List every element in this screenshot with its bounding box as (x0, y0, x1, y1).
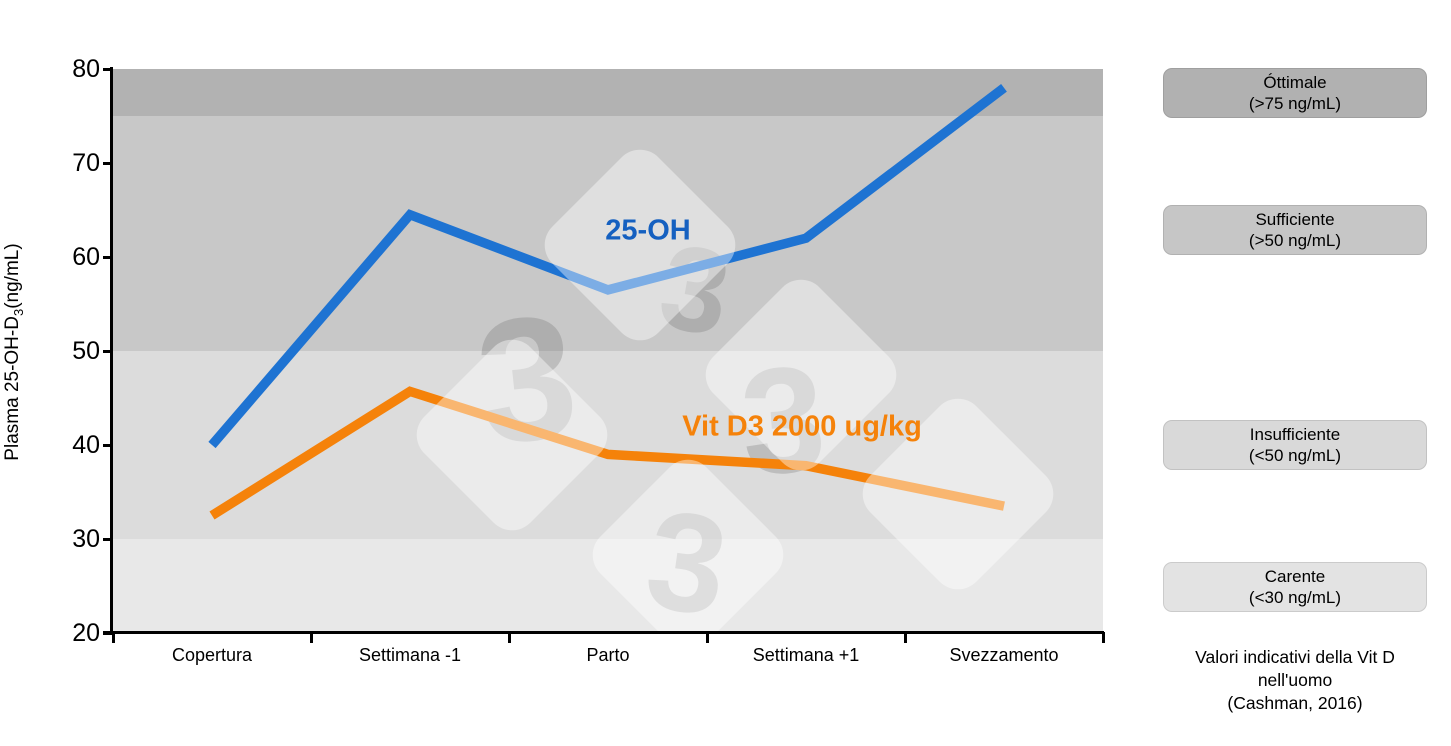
x-tick-mark (507, 632, 511, 643)
x-tick-mark (705, 632, 709, 643)
legend-box-sufficiente: Sufficiente (>50 ng/mL) (1163, 205, 1427, 255)
y-tick-label: 50 (72, 337, 100, 365)
band (113, 351, 1103, 539)
x-tick-mark (309, 632, 313, 643)
legend-box-insufficiente: Insufficiente (<50 ng/mL) (1163, 420, 1427, 470)
y-tick-mark (103, 537, 113, 541)
series-label-vit-d3: Vit D3 2000 ug/kg (682, 410, 922, 443)
y-tick-mark (103, 349, 113, 353)
legend-box-óttimale: Óttimale (>75 ng/mL) (1163, 68, 1427, 118)
x-category-label: Svezzamento (949, 645, 1059, 665)
y-tick-label: 60 (72, 243, 100, 271)
y-axis-line (110, 67, 113, 635)
series-lines (208, 84, 1007, 520)
x-tick-mark (903, 632, 907, 643)
legend-box-carente: Carente (<30 ng/mL) (1163, 562, 1427, 612)
legend-caption: Valori indicativi della Vit D nell'uomo (C… (1155, 646, 1435, 715)
y-tick-mark (103, 161, 113, 165)
x-tick-mark (111, 632, 115, 643)
x-category-label: Copertura (171, 645, 253, 665)
y-tick-label: 30 (72, 525, 100, 553)
legend-box-title: Sufficiente (1255, 210, 1335, 229)
band (113, 69, 1103, 116)
caption-line: (Cashman, 2016) (1227, 693, 1363, 713)
y-axis-title-unit: (ng/mL) (2, 243, 23, 309)
y-axis-title: Plasma 25-OH-D3(ng/mL) (2, 92, 26, 612)
y-tick-label: 80 (72, 55, 100, 83)
caption-line: nell'uomo (1257, 670, 1333, 690)
x-tick-mark (1101, 632, 1105, 643)
legend-box-title: Insufficiente (1249, 425, 1341, 444)
band (113, 116, 1103, 351)
legend-box-range: (<50 ng/mL) (1248, 446, 1342, 465)
series-label-25-oh: 25-OH (605, 214, 691, 247)
legend-box-title: Carente (1264, 567, 1326, 586)
y-axis-title-subscript: 3 (11, 308, 26, 317)
legend-box-title: Óttimale (1263, 73, 1327, 92)
x-category-label: Settimana +1 (752, 645, 860, 665)
legend-box-range: (>50 ng/mL) (1248, 231, 1342, 250)
y-tick-mark (103, 255, 113, 259)
series-line (209, 386, 1005, 520)
y-tick-mark (103, 67, 113, 71)
band (113, 539, 1103, 633)
y-axis-title-main: Plasma 25-OH-D (2, 316, 23, 461)
y-tick-label: 70 (72, 149, 100, 177)
caption-line: Valori indicativi della Vit D (1195, 647, 1395, 667)
y-tick-mark (103, 443, 113, 447)
x-category-label: Settimana -1 (358, 645, 462, 665)
x-axis-line (103, 631, 1104, 634)
y-tick-label: 20 (72, 619, 100, 647)
y-tick-label: 40 (72, 431, 100, 459)
series-line (208, 84, 1007, 449)
legend-box-range: (>75 ng/mL) (1248, 94, 1342, 113)
x-category-label: Parto (586, 645, 630, 665)
legend-box-range: (<30 ng/mL) (1248, 588, 1342, 607)
